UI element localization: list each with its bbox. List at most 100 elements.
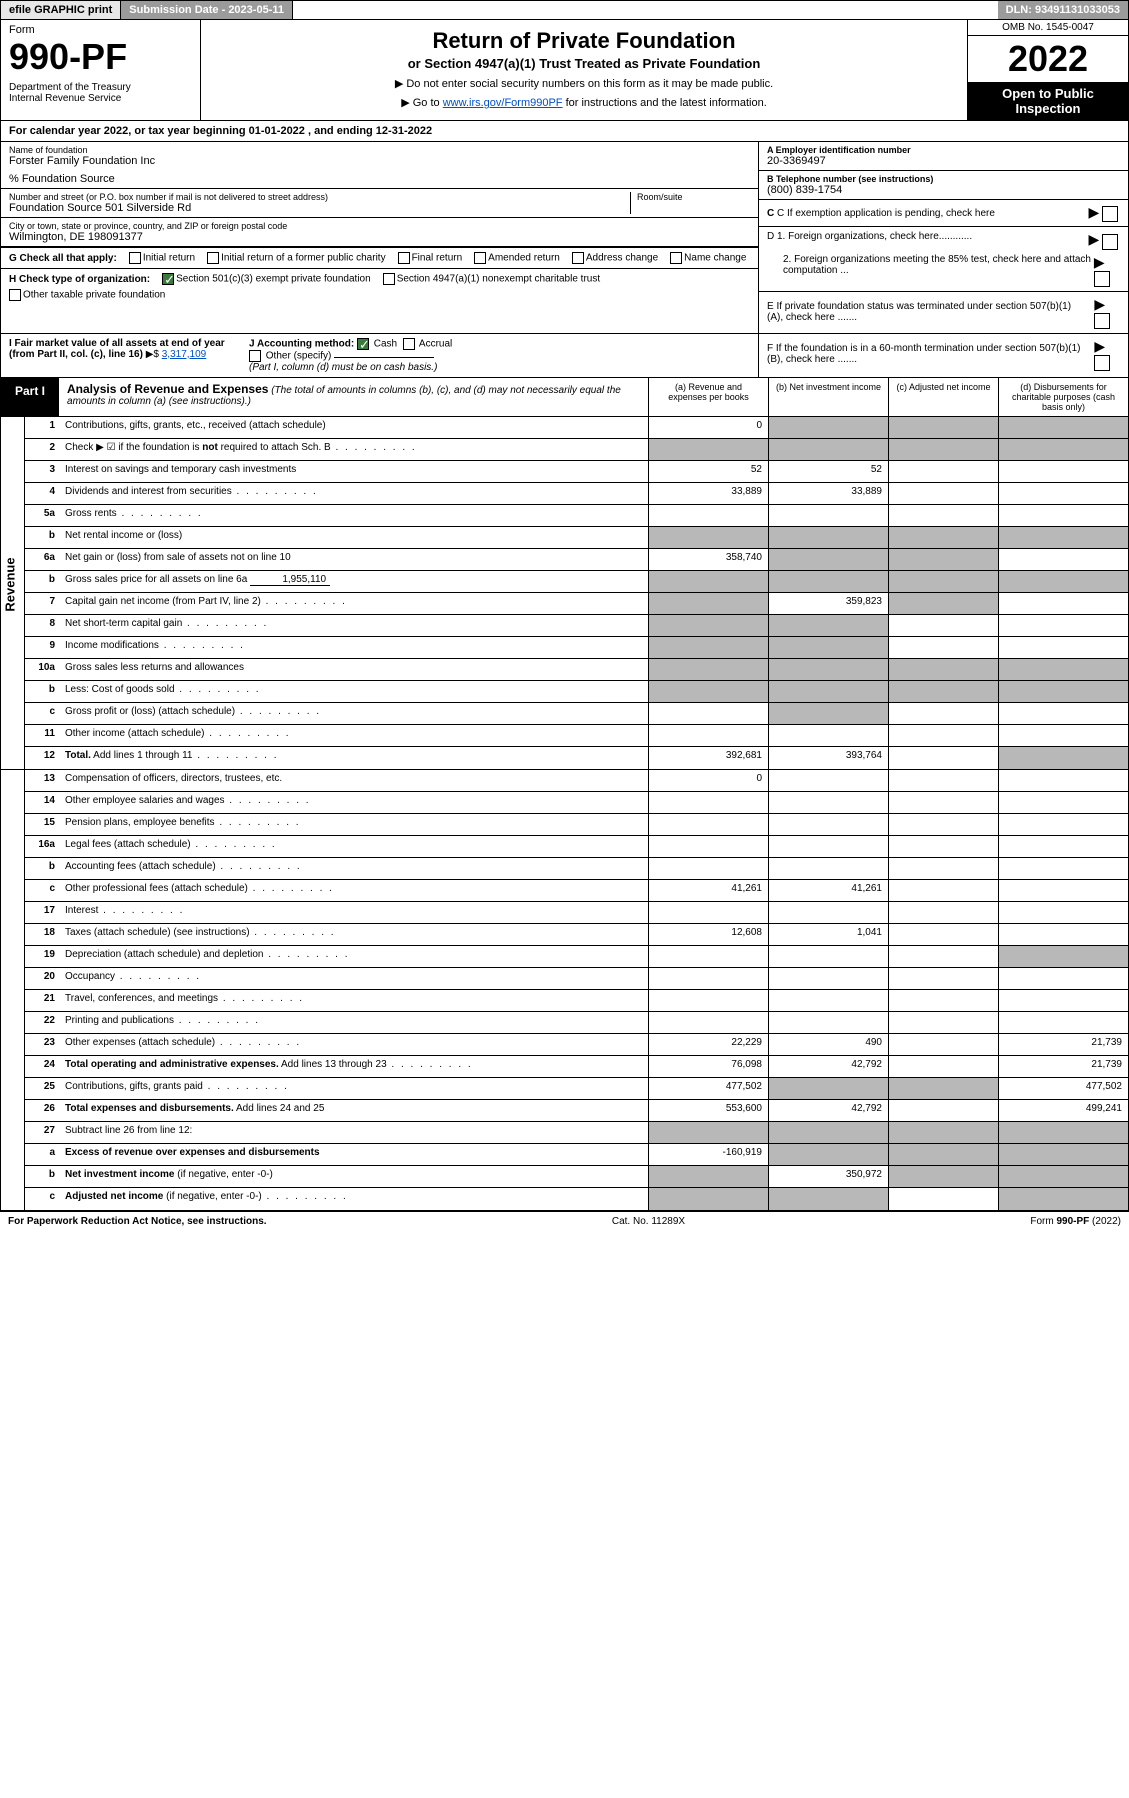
opt-amended: Amended return: [488, 253, 560, 264]
cell-a: 12,608: [648, 924, 768, 945]
cell-a: [648, 593, 768, 614]
line-desc: Excess of revenue over expenses and disb…: [61, 1144, 648, 1165]
cell-b: [768, 990, 888, 1011]
cell-c: [888, 659, 998, 680]
chk-accrual[interactable]: [403, 338, 415, 350]
chk-e[interactable]: [1094, 313, 1110, 329]
g-label: G Check all that apply:: [9, 253, 117, 264]
cell-b: [768, 725, 888, 746]
opt-501c3: Section 501(c)(3) exempt private foundat…: [176, 274, 371, 285]
line-desc: Total expenses and disbursements. Add li…: [61, 1100, 648, 1121]
table-row: b Accounting fees (attach schedule): [25, 858, 1128, 880]
cell-a: 477,502: [648, 1078, 768, 1099]
cell-a: [648, 1012, 768, 1033]
chk-initial-former[interactable]: [207, 252, 219, 264]
line-desc: Dividends and interest from securities: [61, 483, 648, 504]
table-row: 12 Total. Add lines 1 through 11 392,681…: [25, 747, 1128, 769]
cell-c: [888, 571, 998, 592]
cell-d: [998, 1012, 1128, 1033]
line-desc: Less: Cost of goods sold: [61, 681, 648, 702]
line-desc: Gross sales price for all assets on line…: [61, 571, 648, 592]
j-note: (Part I, column (d) must be on cash basi…: [249, 362, 437, 373]
table-row: 9 Income modifications: [25, 637, 1128, 659]
table-row: c Other professional fees (attach schedu…: [25, 880, 1128, 902]
chk-initial-return[interactable]: [129, 252, 141, 264]
footer-mid: Cat. No. 11289X: [612, 1216, 685, 1227]
cell-d: [998, 1188, 1128, 1210]
chk-other-method[interactable]: [249, 350, 261, 362]
chk-address[interactable]: [572, 252, 584, 264]
col-c-header: (c) Adjusted net income: [888, 378, 998, 416]
line-number: b: [25, 858, 61, 879]
line-desc: Other employee salaries and wages: [61, 792, 648, 813]
cell-d: [998, 968, 1128, 989]
cell-a: [648, 1188, 768, 1210]
cell-d: [998, 659, 1128, 680]
line-number: 15: [25, 814, 61, 835]
chk-cash[interactable]: [357, 338, 369, 350]
line-desc: Net investment income (if negative, ente…: [61, 1166, 648, 1187]
cell-b: 41,261: [768, 880, 888, 901]
table-row: 22 Printing and publications: [25, 1012, 1128, 1034]
d2-label: 2. Foreign organizations meeting the 85%…: [767, 254, 1094, 287]
table-row: b Net rental income or (loss): [25, 527, 1128, 549]
form-word: Form: [9, 24, 192, 36]
efile-print-button[interactable]: efile GRAPHIC print: [1, 1, 121, 19]
line-desc: Net rental income or (loss): [61, 527, 648, 548]
line-number: 13: [25, 770, 61, 791]
part1-label: Part I: [1, 378, 59, 416]
line-number: 19: [25, 946, 61, 967]
chk-other-tax[interactable]: [9, 289, 21, 301]
chk-4947[interactable]: [383, 273, 395, 285]
fmv-link[interactable]: 3,317,109: [162, 349, 207, 360]
cell-d: [998, 725, 1128, 746]
chk-f[interactable]: [1094, 355, 1110, 371]
line-number: 5a: [25, 505, 61, 526]
cell-a: 392,681: [648, 747, 768, 769]
chk-amended[interactable]: [474, 252, 486, 264]
line-number: c: [25, 703, 61, 724]
chk-final[interactable]: [398, 252, 410, 264]
line-desc: Total. Add lines 1 through 11: [61, 747, 648, 769]
cell-d: [998, 858, 1128, 879]
cell-c: [888, 946, 998, 967]
cell-a: [648, 439, 768, 460]
cell-d: [998, 703, 1128, 724]
chk-c[interactable]: [1102, 206, 1118, 222]
cell-b: 350,972: [768, 1166, 888, 1187]
line-number: 12: [25, 747, 61, 769]
instructions-link[interactable]: www.irs.gov/Form990PF: [443, 97, 563, 109]
table-row: b Less: Cost of goods sold: [25, 681, 1128, 703]
table-row: 11 Other income (attach schedule): [25, 725, 1128, 747]
line-number: 18: [25, 924, 61, 945]
care-of: % Foundation Source: [9, 173, 750, 185]
cell-d: [998, 505, 1128, 526]
chk-name[interactable]: [670, 252, 682, 264]
table-row: 10a Gross sales less returns and allowan…: [25, 659, 1128, 681]
cell-b: [768, 1012, 888, 1033]
cell-a: [648, 681, 768, 702]
opt-cash: Cash: [374, 338, 397, 349]
opt-initial: Initial return: [143, 253, 195, 264]
line-number: 4: [25, 483, 61, 504]
ein: 20-3369497: [767, 155, 1120, 167]
cell-d: 477,502: [998, 1078, 1128, 1099]
opt-final: Final return: [412, 253, 463, 264]
cell-d: [998, 461, 1128, 482]
line-number: b: [25, 527, 61, 548]
opt-other-method: Other (specify): [266, 350, 332, 361]
table-row: 25 Contributions, gifts, grants paid 477…: [25, 1078, 1128, 1100]
table-row: 23 Other expenses (attach schedule) 22,2…: [25, 1034, 1128, 1056]
line-number: c: [25, 1188, 61, 1210]
line-number: 11: [25, 725, 61, 746]
line-number: 1: [25, 417, 61, 438]
phone: (800) 839-1754: [767, 184, 1120, 196]
chk-d1[interactable]: [1102, 234, 1118, 250]
line-desc: Total operating and administrative expen…: [61, 1056, 648, 1077]
chk-d2[interactable]: [1094, 271, 1110, 287]
cell-b: [768, 770, 888, 791]
chk-501c3[interactable]: [162, 273, 174, 285]
cell-d: [998, 571, 1128, 592]
cell-c: [888, 1012, 998, 1033]
cell-c: [888, 461, 998, 482]
